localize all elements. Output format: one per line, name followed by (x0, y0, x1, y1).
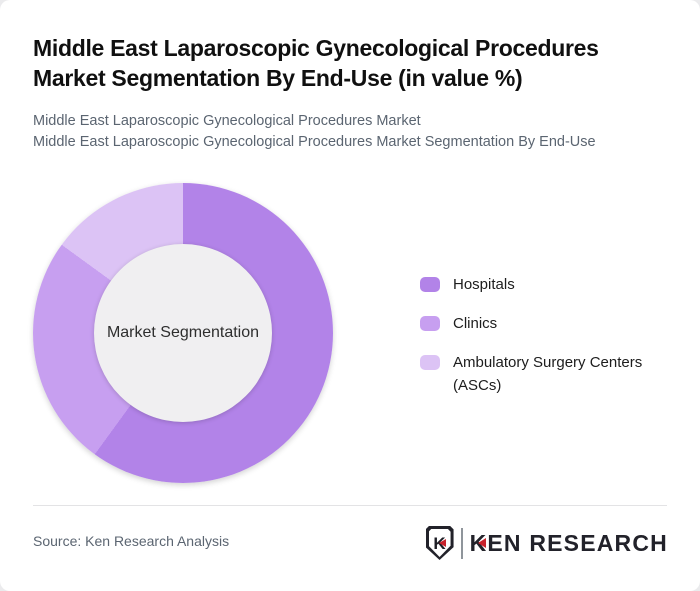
chart-title: Middle East Laparoscopic Gynecological P… (33, 35, 599, 91)
legend-label-clinics: Clinics (453, 315, 498, 332)
source-text: Source: Ken Research Analysis (33, 533, 230, 549)
legend-swatch-clinics (420, 316, 440, 331)
legend-item-ascs: Ambulatory Surgery Centers (ASCs) (420, 351, 670, 397)
logo-red-triangle-icon (478, 538, 487, 548)
legend-label-ascs: Ambulatory Surgery Centers (ASCs) (453, 354, 643, 394)
ken-research-shield-icon: K (425, 526, 454, 560)
shield-red-triangle-icon (438, 539, 446, 547)
chart-subtitles: Middle East Laparoscopic Gynecological P… (33, 111, 596, 153)
logo-rest: EN RESEARCH (487, 529, 668, 556)
logo-letter-k: K (469, 529, 488, 556)
donut-chart: Market Segmentation (33, 183, 333, 483)
logo-divider (460, 527, 463, 559)
legend-item-clinics: Clinics (420, 312, 670, 335)
footer-divider (33, 505, 667, 506)
legend-item-hospitals: Hospitals (420, 273, 670, 296)
subtitle-segmentation: Middle East Laparoscopic Gynecological P… (33, 134, 596, 150)
donut-center-label: Market Segmentation (106, 324, 260, 341)
donut-center: Market Segmentation (94, 244, 272, 422)
legend-swatch-ascs (420, 355, 440, 370)
legend-swatch-hospitals (420, 277, 440, 292)
ken-research-logo: K K EN RESEARCH (425, 526, 668, 560)
subtitle-market: Middle East Laparoscopic Gynecological P… (33, 113, 421, 129)
chart-legend: Hospitals Clinics Ambulatory Surgery Cen… (420, 273, 670, 413)
logo-text: K EN RESEARCH (470, 530, 668, 557)
legend-label-hospitals: Hospitals (453, 276, 515, 293)
